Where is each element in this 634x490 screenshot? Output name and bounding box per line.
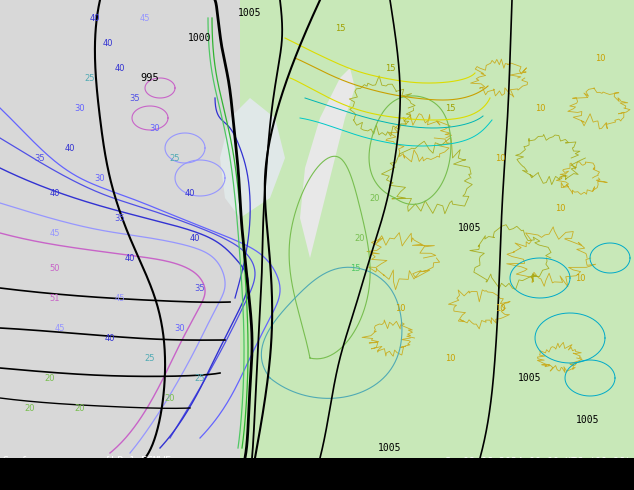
Text: 45: 45 (49, 228, 60, 238)
Text: 20: 20 (370, 194, 380, 202)
Text: 10: 10 (172, 476, 184, 486)
Text: 85: 85 (524, 476, 536, 486)
Text: 10: 10 (495, 153, 505, 163)
Text: 51: 51 (49, 294, 60, 302)
Text: 25: 25 (195, 373, 205, 383)
Text: 10: 10 (534, 103, 545, 113)
Text: 15: 15 (444, 103, 455, 113)
Text: 20: 20 (45, 373, 55, 383)
Text: 20: 20 (25, 403, 36, 413)
Text: 40: 40 (184, 189, 195, 197)
Text: 60: 60 (407, 476, 419, 486)
Text: 1005: 1005 (576, 415, 600, 425)
Text: Isotachs 10m (km/h): Isotachs 10m (km/h) (3, 476, 117, 486)
Text: 30: 30 (75, 103, 86, 113)
Text: 70: 70 (454, 476, 466, 486)
Text: 90: 90 (548, 476, 560, 486)
Text: 15: 15 (385, 64, 395, 73)
Text: Su 09-06-2024 00:00 UTC (00+96): Su 09-06-2024 00:00 UTC (00+96) (445, 456, 631, 466)
Text: 10: 10 (495, 303, 505, 313)
Text: 10: 10 (444, 353, 455, 363)
Text: 1005: 1005 (238, 8, 262, 18)
Text: ©weatheronline.co.uk: ©weatheronline.co.uk (514, 476, 631, 486)
Text: 1000: 1000 (188, 33, 212, 43)
Text: 1005: 1005 (378, 443, 402, 453)
Text: 10: 10 (555, 203, 566, 213)
Text: 30: 30 (150, 123, 160, 132)
Text: 20: 20 (165, 393, 175, 402)
Polygon shape (300, 68, 355, 258)
Text: 40: 40 (313, 476, 325, 486)
Text: 35: 35 (35, 153, 45, 163)
Text: 20: 20 (355, 234, 365, 243)
Text: 40: 40 (65, 144, 75, 152)
Text: 20: 20 (219, 476, 231, 486)
Text: 15: 15 (335, 24, 346, 32)
Text: Surface pressure [hPa] ECMWF: Surface pressure [hPa] ECMWF (3, 456, 171, 466)
Text: 35: 35 (195, 284, 205, 293)
Text: 40: 40 (125, 253, 135, 263)
Text: 45: 45 (139, 14, 150, 23)
Text: 1005: 1005 (458, 223, 482, 233)
Text: 35: 35 (115, 214, 126, 222)
Text: 40: 40 (103, 39, 113, 48)
FancyBboxPatch shape (0, 0, 240, 458)
Text: 40: 40 (49, 189, 60, 197)
Text: 15: 15 (350, 264, 360, 272)
Text: 55: 55 (384, 476, 396, 486)
Text: 75: 75 (477, 476, 489, 486)
Text: 45: 45 (55, 323, 65, 333)
Text: 30: 30 (94, 173, 105, 182)
Text: 40: 40 (115, 64, 126, 73)
Text: 40: 40 (90, 14, 100, 23)
Text: 1005: 1005 (518, 373, 541, 383)
Text: 25: 25 (170, 153, 180, 163)
Text: 80: 80 (501, 476, 513, 486)
Text: 15: 15 (195, 476, 207, 486)
Text: 10: 10 (575, 273, 585, 283)
Text: 35: 35 (290, 476, 302, 486)
Text: 30: 30 (175, 323, 185, 333)
Text: 10: 10 (395, 303, 405, 313)
Text: 25: 25 (85, 74, 95, 82)
Text: 45: 45 (337, 476, 349, 486)
Text: 25: 25 (242, 476, 254, 486)
Polygon shape (220, 98, 285, 218)
Text: 10: 10 (595, 53, 605, 63)
Text: 995: 995 (141, 73, 159, 83)
Text: 25: 25 (145, 353, 155, 363)
Text: 35: 35 (130, 94, 140, 102)
Text: 65: 65 (430, 476, 443, 486)
Text: 40: 40 (190, 234, 200, 243)
Text: 20: 20 (75, 403, 85, 413)
Text: 30: 30 (266, 476, 278, 486)
FancyBboxPatch shape (240, 0, 634, 458)
Text: 45: 45 (115, 294, 126, 302)
Text: 50: 50 (49, 264, 60, 272)
Text: 50: 50 (360, 476, 372, 486)
Text: 40: 40 (105, 334, 115, 343)
